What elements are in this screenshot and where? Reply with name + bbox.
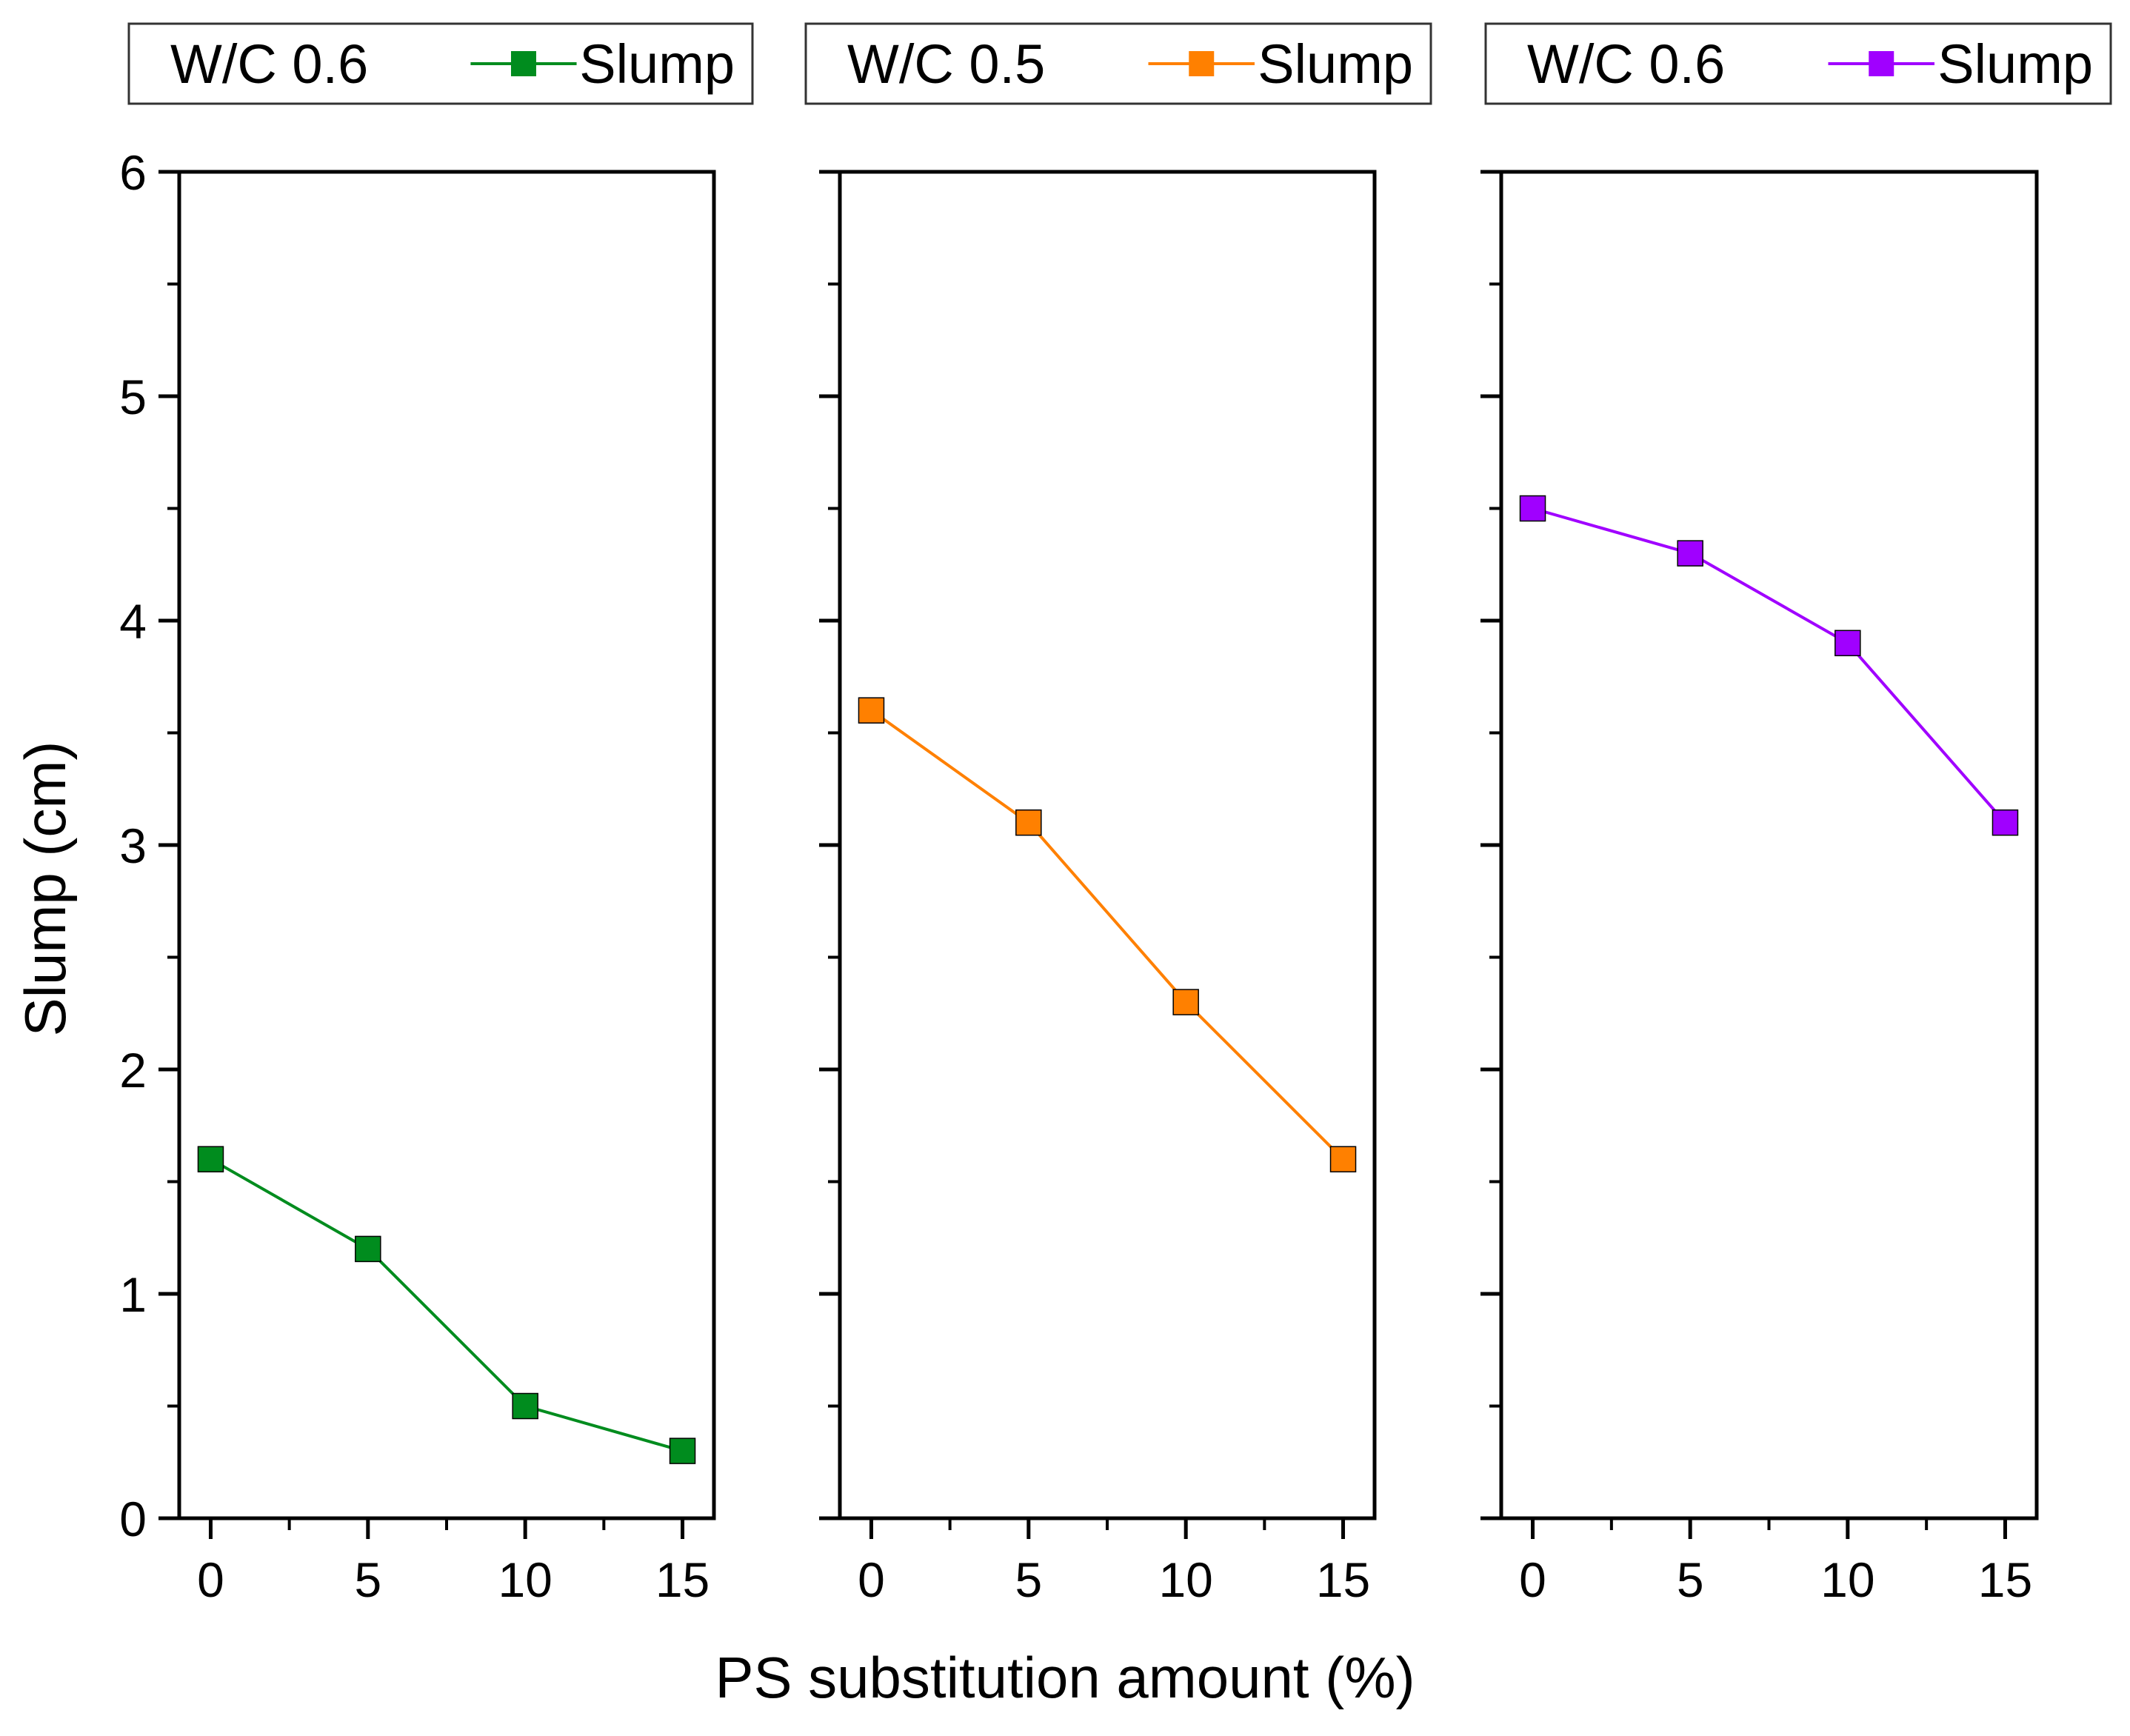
x-tick-label: 10 xyxy=(1820,1552,1874,1607)
y-tick-label: 1 xyxy=(119,1267,147,1322)
legend-title: W/C 0.5 xyxy=(847,33,1045,95)
x-tick-label: 5 xyxy=(1015,1552,1042,1607)
y-axis-title: Slump (cm) xyxy=(13,741,78,1037)
x-tick-label: 0 xyxy=(197,1552,224,1607)
x-tick-label: 0 xyxy=(858,1552,885,1607)
legend-box-2 xyxy=(804,22,1432,105)
legend-title: W/C 0.6 xyxy=(1527,33,1725,95)
data-point xyxy=(1834,630,1861,657)
data-point xyxy=(1677,540,1703,567)
y-tick-label: 6 xyxy=(119,145,147,200)
y-tick-label: 5 xyxy=(119,370,147,424)
data-point xyxy=(197,1146,224,1172)
x-tick-label: 0 xyxy=(1519,1552,1546,1607)
legend-box-1 xyxy=(127,22,754,105)
data-point xyxy=(669,1438,696,1464)
legend-marker xyxy=(1869,51,1894,76)
x-tick-label: 10 xyxy=(498,1552,552,1607)
x-tick-label: 15 xyxy=(655,1552,710,1607)
data-point xyxy=(1015,809,1042,836)
data-point xyxy=(512,1392,538,1420)
y-tick-label: 0 xyxy=(119,1492,147,1546)
y-tick-label: 4 xyxy=(119,594,147,649)
data-point xyxy=(1172,989,1199,1015)
data-point xyxy=(1519,495,1546,522)
x-tick-label: 15 xyxy=(1316,1552,1370,1607)
series-line-1 xyxy=(210,1158,684,1453)
legend-title: W/C 0.6 xyxy=(170,33,368,95)
legend-marker xyxy=(510,51,536,76)
plot-frame-2 xyxy=(838,170,1377,1520)
y-tick-label: 3 xyxy=(119,818,147,873)
legend-series-label: Slump xyxy=(579,33,735,95)
x-tick-label: 10 xyxy=(1158,1552,1212,1607)
data-point xyxy=(858,697,885,724)
x-tick-label: 5 xyxy=(1677,1552,1704,1607)
series-line-2 xyxy=(870,709,1344,1161)
x-axis-title: PS substitution amount (%) xyxy=(715,1645,1415,1710)
legend-series-label: Slump xyxy=(1258,33,1413,95)
series-line-3 xyxy=(1532,507,2007,824)
legend-series-label: Slump xyxy=(1937,33,2093,95)
legend-marker xyxy=(1189,51,1215,76)
data-point xyxy=(355,1235,381,1263)
data-point xyxy=(1329,1146,1357,1172)
x-tick-label: 5 xyxy=(354,1552,381,1607)
data-point xyxy=(1992,809,2019,836)
plot-frame-3 xyxy=(1499,170,2039,1520)
x-tick-label: 15 xyxy=(1978,1552,2032,1607)
plot-frame-1 xyxy=(177,170,716,1520)
y-tick-label: 2 xyxy=(119,1043,147,1098)
legend-box-3 xyxy=(1484,22,2112,105)
